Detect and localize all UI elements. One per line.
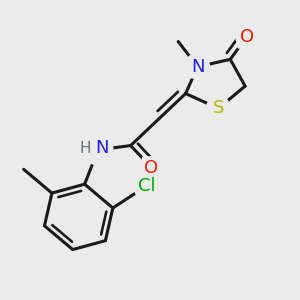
Circle shape <box>134 172 161 199</box>
Text: N: N <box>191 58 204 76</box>
Text: O: O <box>239 28 254 46</box>
Text: S: S <box>213 99 224 117</box>
Text: H: H <box>80 141 91 156</box>
Circle shape <box>83 135 113 165</box>
Circle shape <box>186 55 209 79</box>
Circle shape <box>236 26 257 48</box>
Text: Cl: Cl <box>138 177 156 195</box>
Circle shape <box>206 97 230 120</box>
Circle shape <box>141 157 162 178</box>
Text: O: O <box>144 159 158 177</box>
Text: N: N <box>96 139 109 157</box>
